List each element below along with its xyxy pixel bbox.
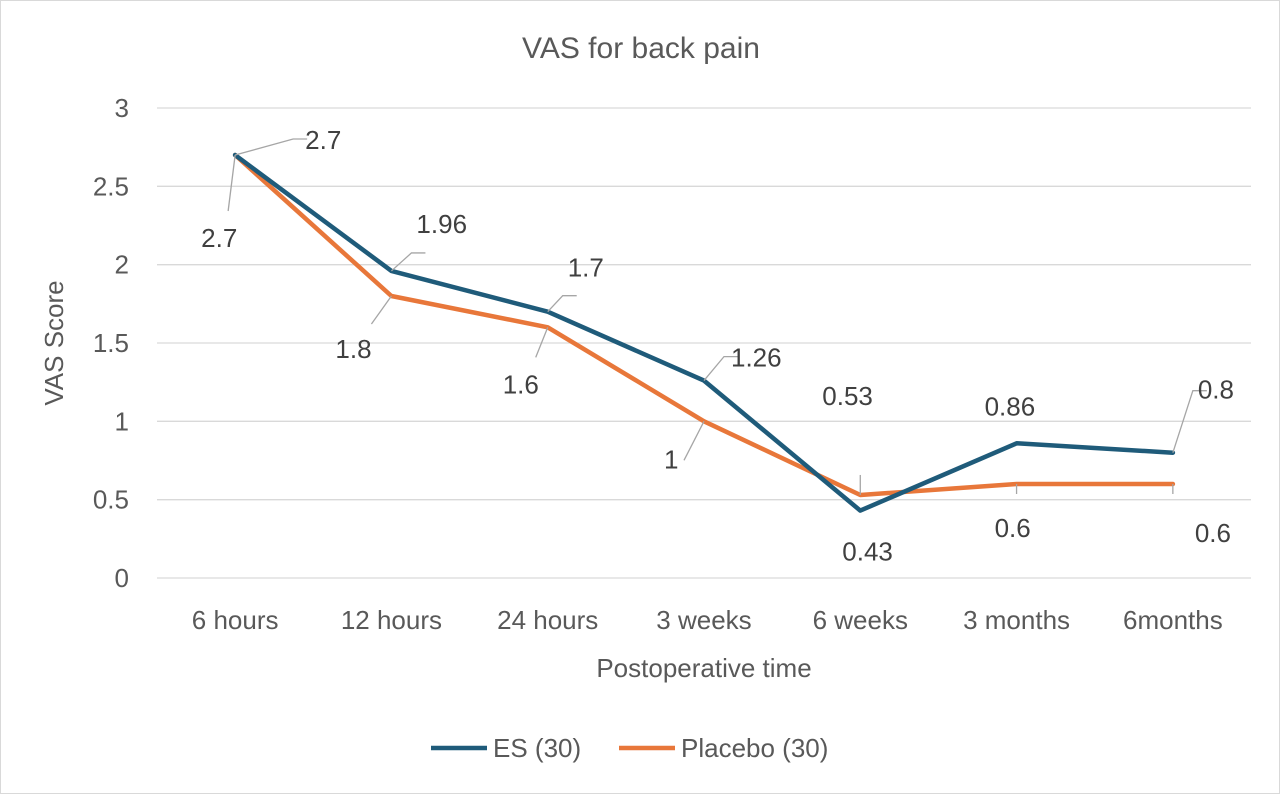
data-label: 0.6 — [995, 513, 1031, 543]
data-label: 0.43 — [842, 537, 893, 567]
data-label-leader — [703, 355, 738, 382]
data-label: 1.8 — [335, 334, 371, 364]
y-axis-label: VAS Score — [39, 280, 69, 405]
x-tick-label: 12 hours — [341, 605, 442, 635]
y-tick-label: 2.5 — [93, 171, 129, 201]
data-label: 1.96 — [416, 209, 467, 239]
x-tick-label: 24 hours — [497, 605, 598, 635]
data-label-leader — [227, 154, 236, 212]
data-label: 0.86 — [985, 391, 1036, 421]
data-label-leader — [683, 421, 705, 461]
data-label-leader — [535, 327, 549, 358]
data-label-leader — [390, 252, 426, 272]
chart-title: VAS for back pain — [522, 32, 760, 65]
y-tick-label: 1.5 — [93, 328, 129, 358]
y-tick-label: 2 — [115, 250, 129, 280]
data-label: 2.7 — [305, 125, 341, 155]
data-label: 0.8 — [1198, 375, 1234, 405]
data-label-leader — [370, 295, 392, 325]
data-label-leader — [234, 138, 308, 156]
y-tick-label: 1 — [115, 406, 129, 436]
data-label: 0.6 — [1195, 518, 1231, 548]
data-label: 1 — [664, 444, 678, 474]
data-label: 1.26 — [731, 343, 782, 373]
x-tick-label: 6 hours — [192, 605, 279, 635]
legend-label: Placebo (30) — [681, 733, 828, 763]
data-label-leader — [1172, 390, 1207, 453]
y-tick-label: 0 — [115, 563, 129, 593]
y-tick-label: 0.5 — [93, 485, 129, 515]
x-tick-label: 6months — [1123, 605, 1223, 635]
y-tick-label: 3 — [115, 93, 129, 123]
legend: ES (30) Placebo (30) — [431, 733, 828, 763]
x-tick-label: 6 weeks — [813, 605, 908, 635]
legend-label: ES (30) — [493, 733, 581, 763]
data-label: 2.7 — [201, 223, 237, 253]
x-axis-label: Postoperative time — [596, 653, 811, 683]
x-tick-label: 3 weeks — [656, 605, 751, 635]
data-label: 1.7 — [568, 253, 604, 283]
data-label: 0.53 — [822, 381, 873, 411]
x-tick-label: 3 months — [963, 605, 1070, 635]
series-line-es — [232, 152, 1176, 513]
data-label-leader — [547, 295, 577, 313]
data-label: 1.6 — [503, 369, 539, 399]
